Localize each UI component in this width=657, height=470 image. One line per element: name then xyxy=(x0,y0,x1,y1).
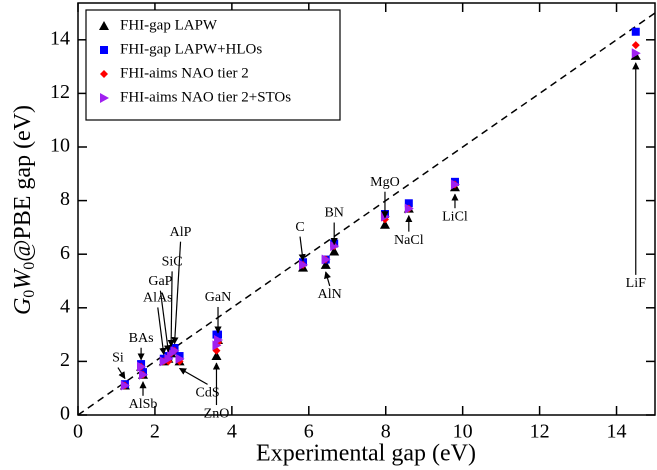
material-label: AlN xyxy=(318,287,342,302)
legend-label: FHI-aims NAO tier 2+STOs xyxy=(120,89,291,105)
annotation-arrow xyxy=(167,271,175,348)
x-tick-label: 6 xyxy=(304,421,314,443)
point xyxy=(212,340,222,351)
legend-label: FHI-gap LAPW+HLOs xyxy=(120,41,262,57)
material-label: NaCl xyxy=(394,233,424,248)
annotation-arrow xyxy=(324,271,331,287)
plot-frame xyxy=(77,2,656,416)
point xyxy=(170,345,180,356)
legend-label: FHI-gap LAPW xyxy=(120,17,218,33)
x-tick-label: 14 xyxy=(607,421,627,443)
material-label: GaP xyxy=(148,274,172,289)
x-tick-label: 10 xyxy=(453,421,473,443)
point xyxy=(175,353,185,364)
material-label: SiC xyxy=(162,255,183,270)
point xyxy=(137,361,147,372)
annotation-arrow xyxy=(157,307,167,356)
material-label: AlSb xyxy=(129,397,158,412)
y-axis-label: G0W0@PBE gap (eV) xyxy=(10,105,38,315)
point xyxy=(299,259,309,270)
legend: FHI-gap LAPW FHI-gap LAPW+HLOs FHI-aims NA… xyxy=(85,9,341,121)
point xyxy=(321,254,331,265)
point xyxy=(631,41,640,50)
y-tick-label: 8 xyxy=(60,188,70,210)
material-label: GaN xyxy=(205,290,231,305)
y-label-part: G xyxy=(10,298,36,315)
material-label: BAs xyxy=(129,331,154,346)
x-tick-label: 8 xyxy=(381,421,391,443)
material-label: Si xyxy=(112,351,124,366)
material-label: C xyxy=(295,220,304,235)
annotation-arrow xyxy=(298,236,306,262)
legend-marker xyxy=(99,21,109,30)
legend-label: FHI-aims NAO tier 2 xyxy=(120,65,249,81)
point xyxy=(329,246,340,256)
legend-marker xyxy=(100,93,109,103)
y-tick-label: 14 xyxy=(50,27,70,49)
point xyxy=(159,356,169,367)
annotation-arrow xyxy=(171,241,182,345)
y-label-part: W xyxy=(10,268,36,290)
x-tick-label: 12 xyxy=(530,421,550,443)
material-label: LiCl xyxy=(442,209,468,224)
point xyxy=(320,259,331,269)
material-label: CdS xyxy=(195,386,219,401)
material-label: ZnO xyxy=(204,406,230,421)
point xyxy=(120,380,130,391)
material-label: AlP xyxy=(170,225,192,240)
material-label: BN xyxy=(324,206,343,221)
y-tick-label: 12 xyxy=(50,81,70,103)
annotation-arrow xyxy=(159,290,172,353)
x-tick-label: 2 xyxy=(150,421,160,443)
reference-line xyxy=(77,12,656,416)
material-label: AlAs xyxy=(143,291,173,306)
annotation-arrow xyxy=(117,367,126,380)
point xyxy=(631,48,641,59)
y-tick-label: 2 xyxy=(60,349,70,371)
point xyxy=(139,369,149,380)
y-tick-label: 4 xyxy=(60,295,70,317)
x-axis-label: Experimental gap (eV) xyxy=(256,441,476,467)
y-label-part: 0 xyxy=(21,262,38,270)
y-label-part: 0 xyxy=(21,290,38,298)
annotation-arrow xyxy=(178,367,208,385)
point xyxy=(404,203,414,214)
legend-marker xyxy=(100,46,108,54)
point xyxy=(450,179,460,190)
point xyxy=(379,219,390,229)
y-tick-label: 0 xyxy=(60,403,70,425)
point xyxy=(631,27,640,36)
legend-marker xyxy=(100,70,108,78)
x-tick-label: 0 xyxy=(73,421,83,443)
y-label-part: @PBE gap (eV) xyxy=(10,105,36,262)
y-tick-label: 10 xyxy=(50,135,70,157)
point xyxy=(164,353,174,364)
x-tick-label: 4 xyxy=(227,421,237,443)
point xyxy=(211,351,222,361)
y-tick-label: 6 xyxy=(60,242,70,264)
material-label: LiF xyxy=(626,276,646,291)
legend-box xyxy=(85,9,341,121)
material-label: MgO xyxy=(370,175,400,190)
